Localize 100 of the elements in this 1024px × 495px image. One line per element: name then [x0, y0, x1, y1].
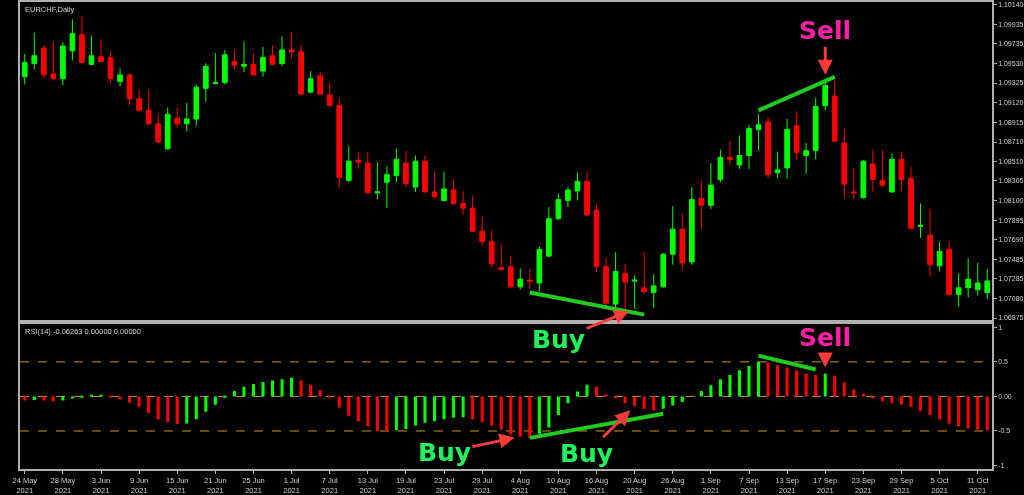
bar: [880, 396, 884, 402]
bar: [661, 396, 665, 409]
candlestick: [345, 145, 352, 183]
candlestick: [688, 186, 695, 266]
bar: [318, 390, 322, 397]
candlestick: [117, 67, 123, 87]
bar: [433, 396, 437, 422]
bar: [375, 396, 379, 431]
bar: [985, 396, 989, 431]
bar: [833, 375, 837, 397]
candlestick: [860, 159, 867, 200]
candlestick: [241, 40, 247, 73]
bar: [547, 396, 551, 428]
bar: [737, 370, 741, 397]
bar: [890, 396, 894, 404]
candlestick: [898, 151, 905, 192]
bar: [42, 396, 46, 401]
bar: [194, 396, 198, 420]
bar: [242, 386, 246, 397]
candlestick: [555, 193, 562, 221]
candlestick: [107, 50, 114, 84]
annotation: Buy: [560, 439, 614, 468]
candlestick: [460, 190, 466, 216]
bar: [61, 396, 65, 401]
bar: [947, 396, 951, 424]
candlestick: [774, 151, 781, 179]
candlestick: [422, 154, 428, 194]
bar: [709, 385, 713, 397]
candlestick: [727, 140, 733, 166]
bar: [404, 396, 408, 429]
candlestick: [603, 257, 609, 308]
bar: [642, 396, 646, 409]
candlestick: [755, 113, 762, 152]
candlestick: [660, 252, 667, 289]
bar: [776, 365, 780, 397]
candlestick: [183, 102, 190, 132]
candlestick: [279, 36, 285, 67]
bar: [156, 396, 160, 420]
bar: [633, 396, 637, 407]
bar: [766, 362, 770, 397]
candlestick: [565, 186, 571, 208]
candlestick: [889, 153, 895, 194]
candlestick: [936, 241, 943, 272]
bar: [147, 396, 151, 414]
candlestick: [650, 273, 657, 309]
bar: [166, 396, 170, 422]
candlestick: [98, 38, 104, 63]
candlestick: [984, 268, 991, 300]
candlestick: [212, 52, 219, 85]
bar: [337, 396, 341, 408]
candlestick: [574, 172, 581, 202]
bar: [175, 396, 179, 425]
bar: [290, 377, 294, 397]
bar: [251, 383, 255, 397]
candlestick: [364, 151, 371, 195]
candlestick: [746, 124, 752, 170]
candlestick: [326, 82, 333, 108]
candlestick: [498, 243, 505, 272]
bar: [919, 396, 923, 411]
candlestick: [488, 229, 495, 269]
bar: [394, 396, 398, 431]
annotation: Buy: [418, 438, 472, 467]
candlestick: [403, 150, 409, 188]
candlestick: [450, 179, 457, 206]
candlestick: [431, 171, 438, 200]
candlestick: [231, 49, 238, 70]
candlestick: [193, 83, 200, 127]
bar: [490, 396, 494, 426]
candlestick: [784, 118, 790, 179]
candlestick: [927, 208, 933, 277]
bar: [499, 396, 503, 430]
bar: [928, 396, 932, 416]
candlestick: [174, 106, 181, 129]
candlestick: [841, 128, 848, 199]
bar: [585, 384, 589, 397]
bar: [718, 379, 722, 397]
bar: [356, 396, 360, 422]
candlestick: [441, 171, 447, 202]
candlestick: [136, 88, 142, 112]
candlestick: [679, 213, 686, 270]
bar: [204, 396, 208, 412]
bar: [109, 395, 113, 398]
candlestick: [288, 31, 295, 60]
candlestick: [717, 149, 724, 183]
bar: [957, 396, 961, 427]
bar: [89, 394, 93, 397]
bar: [614, 396, 618, 399]
candlestick: [145, 89, 152, 126]
candlestick: [469, 195, 476, 233]
candlestick: [40, 44, 47, 79]
candlestick: [164, 106, 171, 151]
candlestick: [60, 41, 66, 86]
candlestick: [479, 216, 486, 247]
candlestick: [393, 148, 400, 183]
candlestick: [831, 80, 838, 143]
candlestick: [822, 80, 829, 111]
bar: [680, 396, 684, 402]
candlestick: [946, 241, 952, 296]
bar: [128, 396, 132, 403]
bar: [785, 367, 789, 397]
